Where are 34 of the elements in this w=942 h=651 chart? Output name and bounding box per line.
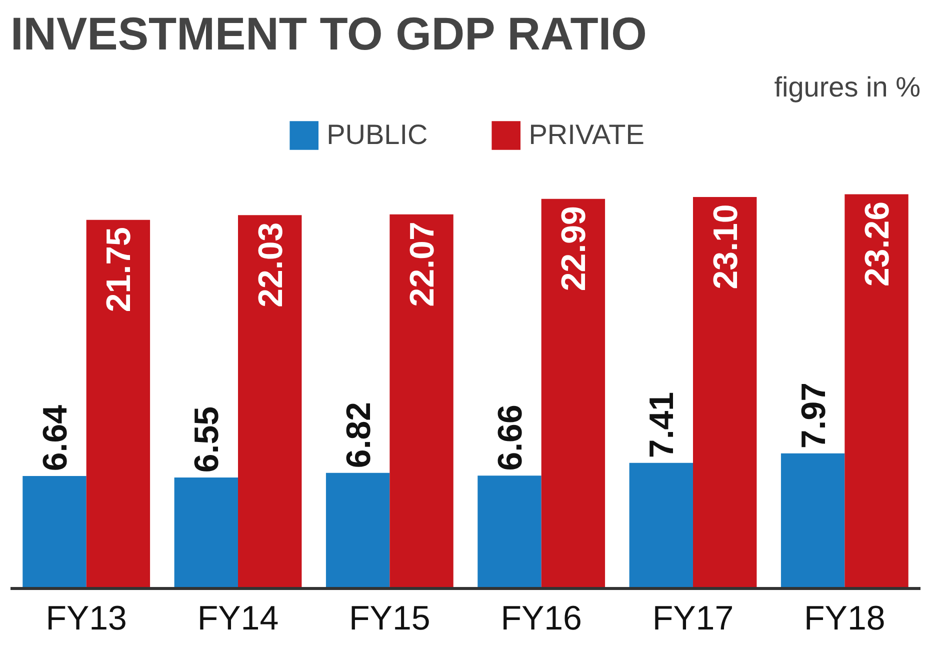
data-label: 22.07: [404, 222, 442, 307]
bar: [86, 220, 150, 588]
data-label: 22.03: [252, 222, 290, 308]
legend-label: PUBLIC: [326, 119, 428, 151]
bar: [326, 472, 390, 588]
data-label: 6.66: [491, 404, 530, 471]
data-label: 6.55: [188, 406, 226, 473]
bar: [693, 196, 757, 588]
bar: [22, 476, 86, 588]
bar: [238, 215, 302, 588]
data-label: 6.82: [340, 402, 378, 468]
data-label: 21.75: [100, 227, 138, 312]
x-tick-label: FY18: [804, 600, 886, 638]
data-label: 23.26: [858, 201, 897, 287]
data-label: 7.41: [643, 392, 682, 458]
bar: [629, 462, 693, 588]
bar: [390, 214, 454, 588]
x-tick-label: FY14: [197, 600, 279, 638]
legend-label: PRIVATE: [528, 119, 644, 151]
x-tick-label: FY16: [500, 600, 582, 638]
bar: [780, 453, 845, 588]
x-tick-label: FY13: [46, 600, 127, 638]
bar: [541, 198, 606, 588]
data-label: 22.99: [555, 206, 594, 292]
chart-subtitle: figures in %: [774, 72, 921, 102]
bar: [478, 476, 542, 588]
x-tick-label: FY15: [349, 600, 430, 638]
chart-title: INVESTMENT TO GDP RATIO: [10, 8, 647, 60]
data-label: 6.64: [36, 404, 74, 472]
data-label: 7.97: [794, 382, 833, 449]
data-label: 23.10: [706, 204, 745, 290]
bar: [844, 194, 908, 588]
bar: [174, 477, 238, 588]
x-tick-label: FY17: [652, 600, 734, 638]
